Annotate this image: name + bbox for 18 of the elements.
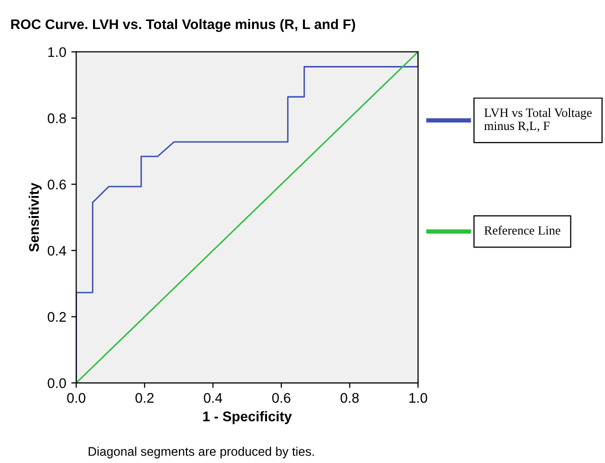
chart-title: ROC Curve. LVH vs. Total Voltage minus (R, L and F) — [11, 18, 356, 32]
x-tick-label: 0.4 — [204, 392, 222, 403]
y-tick-label: 0.2 — [48, 312, 66, 322]
y-axis-title: Sensitivity — [28, 182, 42, 252]
x-tick-label: 0.8 — [340, 392, 359, 403]
x-tick-label: 0.0 — [67, 392, 86, 403]
y-tick-label: 0.8 — [48, 113, 66, 124]
legend-label: Reference Line — [484, 226, 560, 235]
x-axis-title: 1 - Specificity — [203, 411, 292, 424]
y-tick-label: 1.0 — [48, 47, 66, 58]
legend-label: LVH vs Total Voltage minus R,L, F — [484, 108, 592, 132]
y-tick-label: 0.0 — [48, 378, 66, 388]
x-tick-label: 0.6 — [272, 392, 290, 403]
text: Diagonal segments are produced by ties. — [88, 446, 314, 458]
x-tick-label: 0.2 — [135, 392, 154, 403]
x-tick-label: 1.0 — [409, 392, 428, 403]
y-tick-label: 0.6 — [48, 180, 66, 190]
y-tick-label: 0.4 — [48, 246, 66, 256]
